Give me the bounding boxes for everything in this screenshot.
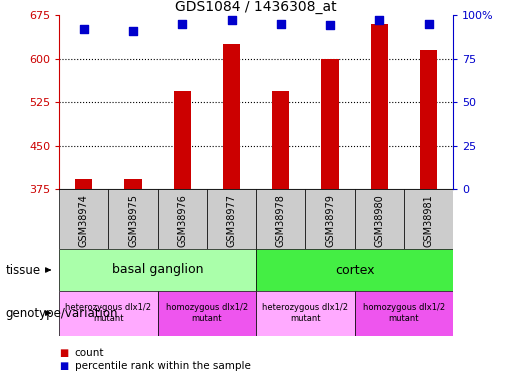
- Bar: [355, 189, 404, 249]
- Text: homozygous dlx1/2
mutant: homozygous dlx1/2 mutant: [166, 303, 248, 323]
- Bar: [355, 291, 453, 336]
- Bar: [59, 249, 256, 291]
- Text: ■: ■: [59, 361, 68, 370]
- Text: ■: ■: [59, 348, 68, 358]
- Text: GSM38980: GSM38980: [374, 194, 384, 247]
- Bar: [420, 50, 437, 189]
- Text: GSM38976: GSM38976: [177, 194, 187, 247]
- Point: [178, 21, 186, 27]
- Bar: [256, 249, 453, 291]
- Bar: [256, 189, 305, 249]
- Bar: [272, 90, 289, 189]
- Bar: [125, 180, 142, 189]
- Text: heterozygous dlx1/2
mutant: heterozygous dlx1/2 mutant: [263, 303, 349, 323]
- Text: cortex: cortex: [335, 264, 374, 276]
- Bar: [158, 291, 256, 336]
- Bar: [305, 189, 355, 249]
- Text: heterozygous dlx1/2
mutant: heterozygous dlx1/2 mutant: [65, 303, 151, 323]
- Title: GDS1084 / 1436308_at: GDS1084 / 1436308_at: [176, 0, 337, 14]
- Point: [277, 21, 285, 27]
- Point: [80, 26, 88, 32]
- Point: [424, 21, 433, 27]
- Text: GSM38978: GSM38978: [276, 194, 286, 247]
- Text: homozygous dlx1/2
mutant: homozygous dlx1/2 mutant: [363, 303, 445, 323]
- Bar: [207, 189, 256, 249]
- Bar: [371, 24, 388, 189]
- Text: count: count: [75, 348, 104, 358]
- Text: tissue: tissue: [5, 264, 40, 276]
- Text: GSM38979: GSM38979: [325, 194, 335, 247]
- Point: [228, 17, 236, 23]
- Bar: [158, 189, 207, 249]
- Point: [129, 28, 137, 34]
- Bar: [59, 189, 109, 249]
- Bar: [404, 189, 453, 249]
- Point: [375, 17, 384, 23]
- Text: GSM38977: GSM38977: [227, 194, 236, 247]
- Text: GSM38975: GSM38975: [128, 194, 138, 247]
- Bar: [256, 291, 355, 336]
- Bar: [321, 58, 339, 189]
- Bar: [174, 90, 191, 189]
- Text: GSM38981: GSM38981: [423, 194, 434, 247]
- Bar: [109, 189, 158, 249]
- Text: GSM38974: GSM38974: [79, 194, 89, 247]
- Text: basal ganglion: basal ganglion: [112, 264, 203, 276]
- Bar: [223, 44, 240, 189]
- Text: percentile rank within the sample: percentile rank within the sample: [75, 361, 251, 370]
- Bar: [59, 291, 158, 336]
- Text: genotype/variation: genotype/variation: [5, 307, 117, 320]
- Bar: [75, 179, 93, 189]
- Point: [326, 22, 334, 28]
